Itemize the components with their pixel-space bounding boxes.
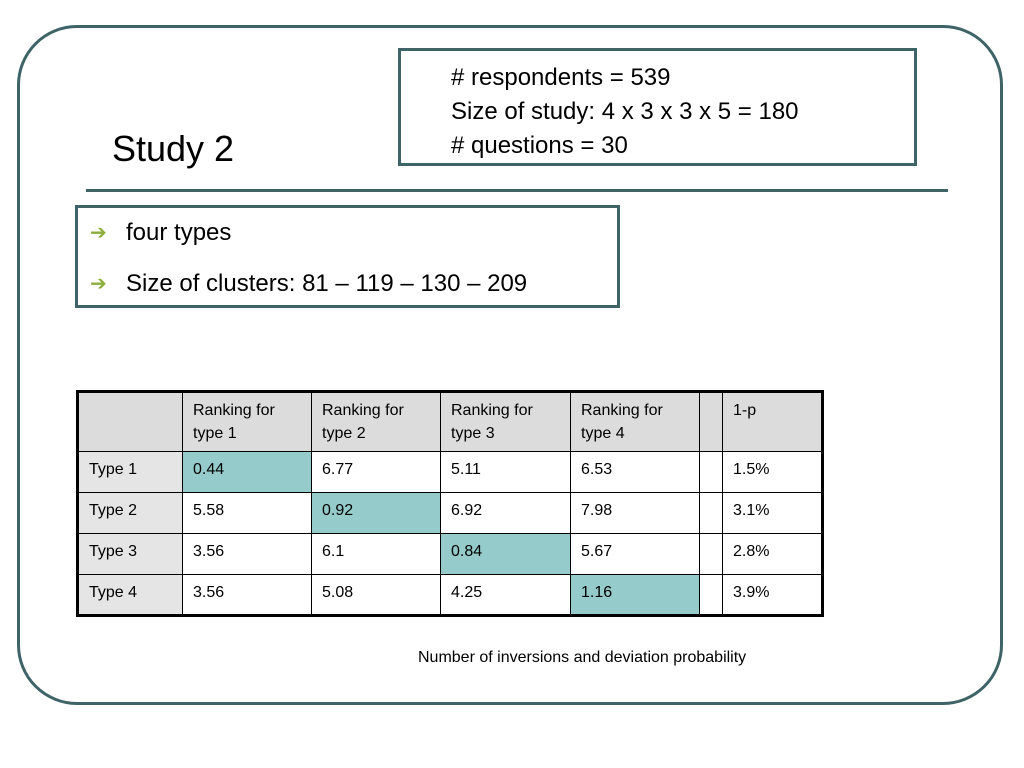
info-line-study-size: Size of study: 4 x 3 x 3 x 5 = 180 [451,98,799,125]
table-caption: Number of inversions and deviation proba… [418,649,747,666]
table-cell-spacer [699,533,723,575]
table-cell-highlighted: 0.84 [440,533,571,575]
table-cell: 5.58 [182,492,312,534]
table-cell-spacer [699,451,723,493]
table-cell: 5.67 [570,533,700,575]
study-info-lines: # respondents = 539 Size of study: 4 x 3… [451,61,799,163]
table-cell-spacer [699,574,723,616]
table-cell: 2.8% [722,533,823,575]
table-row: Type 4 3.56 5.08 4.25 1.16 3.9% [77,574,823,616]
table-cell-spacer [699,492,723,534]
header-cell-spacer [699,391,723,452]
table-cell: 5.11 [440,451,571,493]
header-cell-empty [77,391,183,452]
row-label: Type 2 [77,492,183,534]
table-cell: 5.08 [311,574,441,616]
table-cell: 1.5% [722,451,823,493]
row-label: Type 1 [77,451,183,493]
header-cell: Ranking for type 4 [570,391,700,452]
results-table: Ranking for type 1 Ranking for type 2 Ra… [76,390,824,617]
bullet-item: ➔ four types [90,217,231,248]
row-label: Type 4 [77,574,183,616]
study-info-box: # respondents = 539 Size of study: 4 x 3… [398,48,917,166]
title-divider [86,189,948,192]
table-cell: 3.56 [182,533,312,575]
table-cell-highlighted: 0.44 [182,451,312,493]
header-cell: Ranking for type 2 [311,391,441,452]
table-cell: 6.53 [570,451,700,493]
header-cell: Ranking for type 1 [182,391,312,452]
bullet-text: Size of clusters: 81 – 119 – 130 – 209 [126,270,528,297]
info-line-questions: # questions = 30 [451,132,628,159]
bullets-box: ➔ four types ➔ Size of clusters: 81 – 119 … [75,205,620,308]
table-cell: 3.56 [182,574,312,616]
header-cell: 1-p [722,391,823,452]
table-cell: 7.98 [570,492,700,534]
slide-frame [17,25,1003,705]
table-cell: 3.1% [722,492,823,534]
table-header-row: Ranking for type 1 Ranking for type 2 Ra… [77,391,823,452]
table-cell: 3.9% [722,574,823,616]
table-row: Type 3 3.56 6.1 0.84 5.67 2.8% [77,533,823,575]
bullet-item: ➔ Size of clusters: 81 – 119 – 130 – 209 [90,268,527,299]
table-cell-highlighted: 1.16 [570,574,700,616]
table-cell: 6.1 [311,533,441,575]
table-cell-highlighted: 0.92 [311,492,441,534]
slide-title: Study 2 [112,128,235,169]
header-cell: Ranking for type 3 [440,391,571,452]
table-row: Type 1 0.44 6.77 5.11 6.53 1.5% [77,451,823,493]
arrow-right-icon: ➔ [90,220,107,244]
row-label: Type 3 [77,533,183,575]
info-line-respondents: # respondents = 539 [451,64,671,91]
table-cell: 6.92 [440,492,571,534]
table-cell: 4.25 [440,574,571,616]
table-row: Type 2 5.58 0.92 6.92 7.98 3.1% [77,492,823,534]
table-cell: 6.77 [311,451,441,493]
arrow-right-icon: ➔ [90,271,107,295]
bullet-text: four types [126,219,232,246]
